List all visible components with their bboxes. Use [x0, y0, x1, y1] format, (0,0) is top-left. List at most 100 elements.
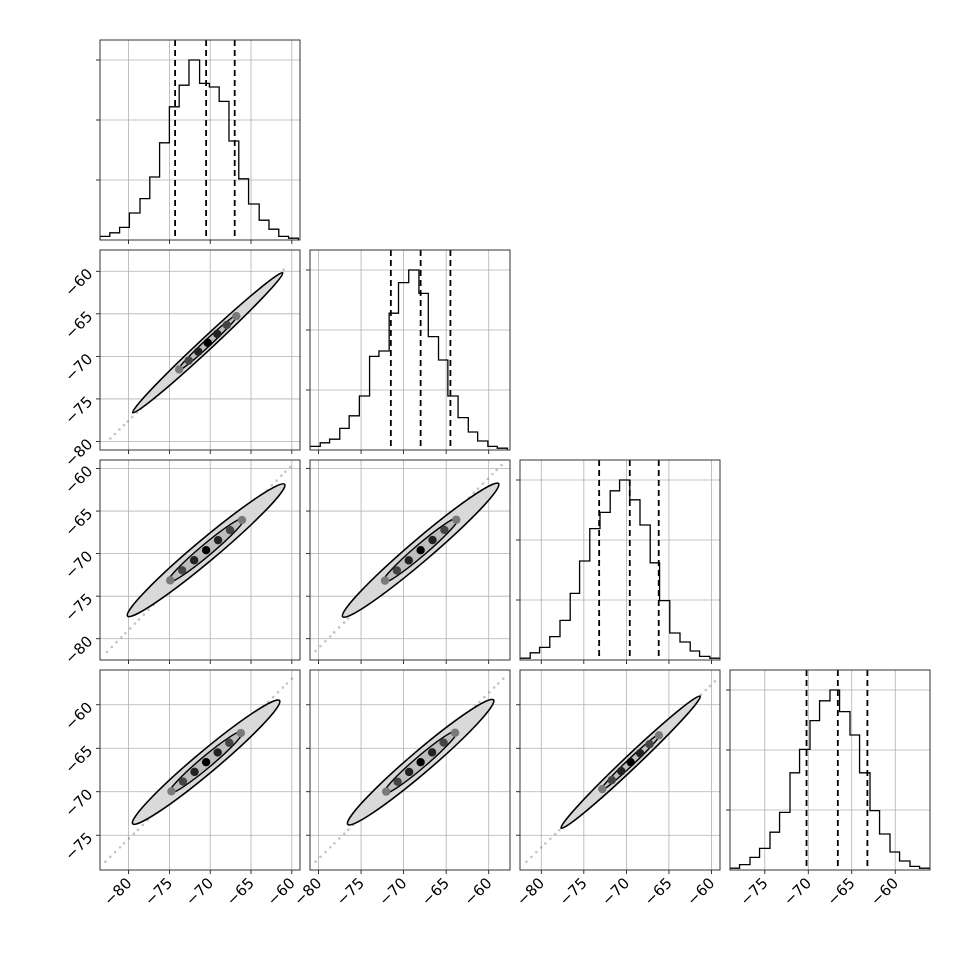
y-tick-label: −75: [61, 829, 96, 864]
density-dot: [404, 767, 414, 777]
y-tick-label: −70: [61, 547, 96, 582]
y-tick-label: −80: [61, 435, 96, 470]
scatter-point: [118, 845, 122, 849]
density-dot: [452, 515, 461, 524]
scatter-point: [525, 860, 528, 863]
x-tick-label: −70: [598, 874, 633, 909]
panel-frame: [99, 669, 301, 871]
panel-content: [520, 670, 720, 870]
scatter-point: [699, 693, 703, 696]
scatter-point: [270, 484, 274, 487]
y-tick-label: −65: [61, 505, 96, 540]
density-dot: [225, 525, 235, 535]
density-dot: [416, 546, 425, 555]
scatter-point: [332, 631, 336, 634]
panel-1-1: [306, 249, 511, 454]
scatter-point: [141, 823, 145, 827]
scatter-point: [713, 680, 717, 683]
histogram-step: [520, 479, 720, 660]
panel-frame: [519, 459, 721, 661]
scatter-point: [115, 640, 118, 644]
scatter-point: [282, 268, 285, 271]
density-dot: [381, 787, 391, 796]
x-tick-label: −80: [513, 874, 548, 909]
scatter-point: [110, 645, 114, 649]
scatter-point: [704, 688, 708, 692]
panel-1-0: −80 −75 −70 −65 −60: [61, 249, 301, 470]
scatter-point: [118, 428, 121, 431]
scatter-point: [708, 684, 712, 688]
x-tick-label: −80: [290, 874, 325, 909]
histogram-step: [730, 689, 930, 870]
scatter-point: [476, 487, 480, 490]
y-tick-label: −80: [61, 632, 96, 667]
scatter-point: [108, 437, 112, 440]
density-dot: [225, 738, 234, 747]
scatter-point: [122, 423, 126, 427]
scatter-point: [544, 842, 547, 845]
density-dot: [427, 748, 437, 757]
x-tick-label: −65: [418, 874, 453, 909]
scatter-point: [290, 677, 294, 680]
scatter-point: [285, 682, 289, 685]
scatter-point: [487, 690, 491, 694]
panel-content: [100, 670, 300, 870]
panel-3-3: −75 −70 −65 −60: [726, 669, 931, 909]
panel-frame: [729, 669, 931, 871]
density-dot: [232, 311, 241, 321]
scatter-point: [124, 631, 127, 635]
histogram-step: [310, 269, 509, 450]
density-dot: [194, 347, 203, 356]
scatter-point: [271, 695, 275, 699]
scatter-point: [535, 850, 538, 854]
scatter-point: [133, 622, 137, 625]
scatter-point: [142, 613, 146, 616]
scatter-point: [136, 828, 140, 832]
scatter-point: [337, 626, 341, 629]
scatter-point: [549, 837, 552, 841]
scatter-point: [275, 479, 278, 482]
scatter-point: [500, 463, 503, 467]
x-tick-label: −60: [683, 874, 718, 909]
y-tick-label: −60: [61, 265, 96, 300]
y-tick-label: −75: [61, 393, 96, 428]
density-dot: [177, 566, 187, 575]
y-tick-label: −75: [61, 590, 96, 625]
density-dot: [201, 757, 211, 767]
scatter-point: [104, 860, 107, 863]
scatter-point: [314, 860, 317, 863]
density-dot: [428, 535, 437, 545]
scatter-point: [127, 837, 131, 840]
panel-0-0: [96, 39, 301, 244]
panel-frame: [519, 669, 721, 871]
scatter-point: [128, 627, 132, 630]
scatter-point: [539, 846, 543, 849]
y-tick-label: −60: [61, 698, 96, 733]
scatter-point: [108, 855, 112, 859]
scatter-point: [147, 608, 150, 612]
scatter-point: [496, 682, 500, 685]
scatter-point: [553, 832, 557, 836]
scatter-point: [481, 482, 485, 486]
x-tick-label: −70: [780, 874, 815, 909]
scatter-point: [132, 832, 136, 835]
density-dot: [213, 329, 222, 339]
density-dot: [393, 777, 402, 786]
density-dot: [439, 738, 448, 747]
scatter-point: [347, 828, 350, 832]
density-dot: [440, 525, 449, 535]
scatter-point: [530, 855, 533, 859]
panel-frame: [99, 459, 301, 661]
density-dot: [450, 728, 460, 737]
density-dot: [416, 757, 425, 767]
x-tick-label: −65: [641, 874, 676, 909]
scatter-point: [472, 491, 476, 494]
histogram-step: [100, 59, 300, 240]
panel-content: [730, 670, 930, 870]
scatter-point: [280, 474, 283, 477]
panel-2-1: [306, 459, 511, 664]
panel-2-0: −80 −75 −70 −65 −60: [61, 459, 301, 667]
density-dot: [201, 546, 211, 555]
panel-content: [520, 460, 720, 660]
